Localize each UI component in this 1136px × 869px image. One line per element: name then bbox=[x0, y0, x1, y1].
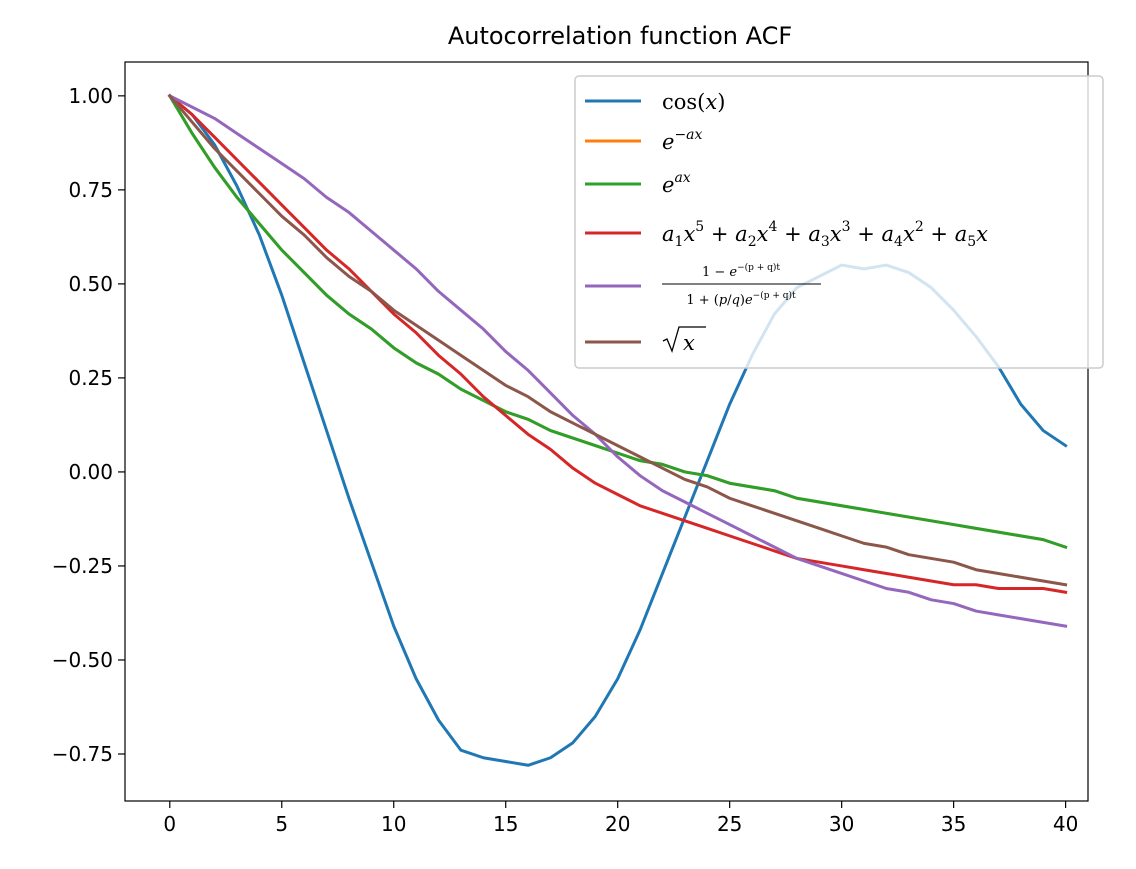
axis-ticks: 0 5 10 15 20 25 30 35 40 1.00 0.75 0.50 0.25 0.00 −0.2… bbox=[52, 84, 1079, 836]
y-tick-label: 0.25 bbox=[68, 366, 113, 390]
y-tick-label: 0.00 bbox=[68, 460, 113, 484]
legend-label-sqrt: x bbox=[662, 326, 706, 355]
legend-label-cos: cos(x) bbox=[662, 90, 725, 114]
legend-label-poly: a1x5 + a2x4 + a3x3 + a4x2 + a5x bbox=[662, 219, 988, 250]
y-tick-label: −0.75 bbox=[52, 742, 113, 766]
series-line-2 bbox=[167, 93, 1068, 550]
x-tick-label: 35 bbox=[941, 812, 966, 836]
x-tick-label: 30 bbox=[829, 812, 854, 836]
y-tick-label: 0.75 bbox=[68, 178, 113, 202]
legend-box bbox=[574, 75, 1104, 369]
x-tick-label: 0 bbox=[163, 812, 176, 836]
series-line-5 bbox=[167, 93, 1068, 587]
series-line-3 bbox=[167, 93, 1068, 594]
legend: cos(x) e−ax eax a1x5 + a2x4 + a3x3 + a4x… bbox=[574, 75, 1104, 369]
x-tick-label: 40 bbox=[1053, 812, 1078, 836]
y-tick-label: −0.50 bbox=[52, 648, 113, 672]
chart-title: Autocorrelation function ACF bbox=[448, 22, 792, 50]
svg-text:x: x bbox=[683, 331, 695, 355]
x-tick-label: 10 bbox=[381, 812, 406, 836]
y-tick-label: 1.00 bbox=[68, 84, 113, 108]
y-tick-label: 0.50 bbox=[68, 272, 113, 296]
legend-label-exp-neg: e−ax bbox=[662, 127, 703, 154]
legend-label-exp-pos: eax bbox=[662, 170, 691, 197]
axes-frame bbox=[124, 61, 1089, 802]
x-tick-label: 20 bbox=[605, 812, 630, 836]
y-tick-label: −0.25 bbox=[52, 554, 113, 578]
series-line-4 bbox=[167, 93, 1068, 628]
x-tick-label: 25 bbox=[717, 812, 742, 836]
x-tick-label: 5 bbox=[275, 812, 288, 836]
x-tick-label: 15 bbox=[493, 812, 518, 836]
